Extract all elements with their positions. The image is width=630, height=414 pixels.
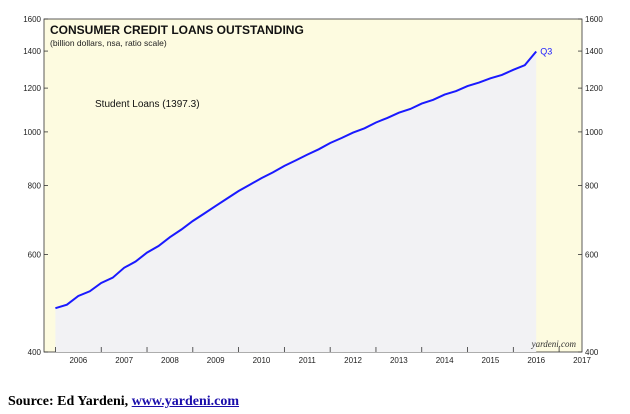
y-axis-left: 400 600 800 1000 1200 1400 1600 [23, 15, 48, 357]
x-tick-label: 2010 [253, 356, 271, 365]
x-tick-label: 2007 [115, 356, 133, 365]
x-tick-label: 2011 [299, 356, 317, 365]
y-tick-label-left: 1000 [23, 128, 41, 137]
x-tick-label: 2008 [161, 356, 179, 365]
y-tick-label-right: 1000 [585, 128, 603, 137]
watermark: yardeni.com [531, 339, 577, 349]
x-tick-label: 2009 [207, 356, 225, 365]
y-tick-label-right: 600 [585, 251, 599, 260]
chart-subtitle: (billion dollars, nsa, ratio scale) [50, 38, 167, 48]
area-fill [55, 51, 537, 352]
y-tick-label-left: 1200 [23, 84, 41, 93]
y-axis-right: 400 600 800 1000 1200 1400 1600 [578, 15, 603, 357]
x-tick-label: 2017 [573, 356, 591, 365]
series-label: Student Loans (1397.3) [95, 99, 200, 110]
chart: 400 600 800 1000 1200 1400 1600 400 600 800 1000 1… [23, 15, 603, 365]
x-tick-label: 2006 [69, 356, 87, 365]
x-tick-label: 2013 [390, 356, 408, 365]
source-link[interactable]: www.yardeni.com [131, 394, 240, 409]
y-tick-label-left: 600 [28, 251, 42, 260]
x-tick-label: 2016 [527, 356, 545, 365]
x-tick-label: 2012 [344, 356, 362, 365]
y-tick-label-right: 1400 [585, 47, 603, 56]
series-line-student-loans [55, 50, 537, 310]
y-tick-label-right: 1200 [585, 84, 603, 93]
y-tick-label-right: 800 [585, 182, 599, 191]
chart-title: CONSUMER CREDIT LOANS OUTSTANDING [50, 23, 304, 37]
y-tick-label-left: 400 [28, 348, 42, 357]
x-tick-label: 2014 [436, 356, 454, 365]
y-tick-label-left: 1400 [23, 47, 41, 56]
y-tick-label-right: 1600 [585, 15, 603, 24]
series-end-label: Q3 [540, 47, 552, 57]
x-axis: 2006 2007 2008 2009 2010 2011 2012 2013 2014 2015… [55, 347, 591, 365]
y-tick-label-left: 1600 [23, 15, 41, 24]
source-prefix: Source: Ed Yardeni, [8, 394, 132, 409]
y-tick-label-left: 800 [28, 182, 42, 191]
x-tick-label: 2015 [482, 356, 500, 365]
source-line: Source: Ed Yardeni, www.yardeni.com [8, 394, 239, 410]
y-tick-label-right: 400 [585, 348, 599, 357]
